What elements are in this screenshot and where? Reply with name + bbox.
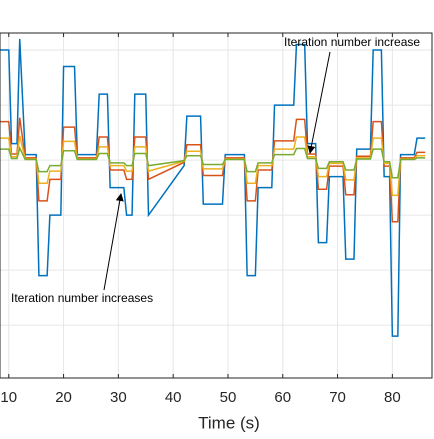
series-line bbox=[0, 39, 426, 337]
plot-lines bbox=[0, 39, 426, 337]
x-axis-label: Time (s) bbox=[198, 413, 260, 432]
x-tick-label: 10 bbox=[0, 389, 17, 406]
x-tick-label: 30 bbox=[110, 389, 127, 406]
x-tick-label: 60 bbox=[274, 389, 291, 406]
annotation: Iteration number increases bbox=[11, 291, 153, 305]
grid bbox=[0, 33, 432, 378]
x-tick-label: 40 bbox=[165, 389, 182, 406]
series-line bbox=[0, 145, 426, 179]
plot-frame bbox=[0, 32, 433, 379]
series-line bbox=[0, 117, 426, 223]
x-tick-label: 50 bbox=[220, 389, 237, 406]
x-tick-label: 20 bbox=[55, 389, 72, 406]
annotation-arrow bbox=[103, 193, 124, 291]
x-tick-label: 80 bbox=[384, 389, 401, 406]
annotation: Iteration number increase bbox=[284, 35, 420, 49]
annotation-arrow bbox=[307, 51, 331, 154]
x-ticks: 10 20 30 40 50 60 70 80 bbox=[0, 33, 401, 406]
x-tick-label: 70 bbox=[329, 389, 346, 406]
